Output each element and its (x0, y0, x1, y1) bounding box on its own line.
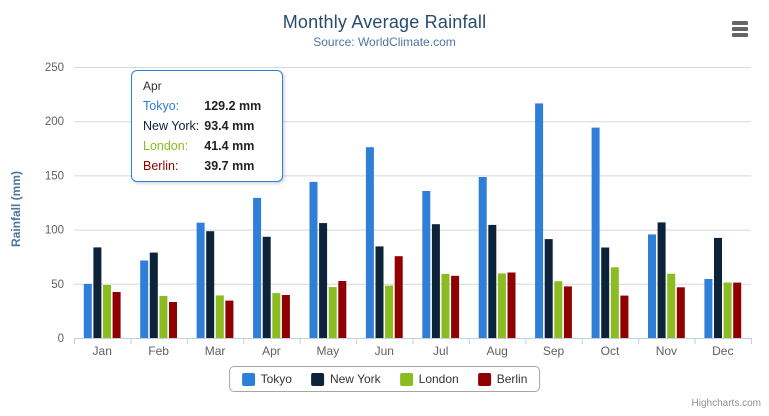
y-axis-label: 250 (45, 62, 64, 74)
bar-new-york-oct[interactable] (601, 247, 610, 339)
tooltip-value-london: 41.4 mm (204, 139, 255, 153)
bar-new-york-feb[interactable] (149, 252, 158, 338)
tooltip: Apr Tokyo: 129.2 mm New York: 93.4 mm Lo… (131, 70, 283, 182)
legend-item-new-york[interactable]: New York (310, 372, 381, 386)
tooltip-header: Apr (143, 79, 162, 93)
bar-london-jun[interactable] (385, 285, 394, 338)
bar-tokyo-jul[interactable] (422, 191, 431, 338)
legend-label-london: London (418, 372, 459, 386)
bar-new-york-apr[interactable] (262, 236, 271, 338)
y-axis-label: 200 (45, 116, 64, 128)
chart-title: Monthly Average Rainfall (282, 12, 487, 32)
bar-berlin-jun[interactable] (394, 256, 403, 338)
bar-london-oct[interactable] (610, 267, 619, 338)
bar-berlin-apr[interactable] (281, 295, 290, 338)
legend-label-berlin: Berlin (496, 372, 528, 386)
hamburger-icon (732, 21, 748, 37)
x-axis-label-dec: Dec (712, 344, 733, 358)
bar-new-york-nov[interactable] (657, 222, 666, 338)
bar-new-york-mar[interactable] (206, 231, 215, 338)
bar-new-york-jul[interactable] (431, 224, 440, 338)
export-menu-button[interactable] (727, 17, 753, 41)
tooltip-value-berlin: 39.7 mm (204, 159, 255, 173)
legend-label-tokyo: Tokyo (260, 372, 292, 386)
bar-london-dec[interactable] (723, 282, 732, 339)
tooltip-label-tokyo: Tokyo: (143, 99, 180, 113)
bar-london-may[interactable] (328, 287, 337, 338)
legend-label-new-york: New York (329, 372, 381, 386)
bar-london-aug[interactable] (497, 273, 506, 338)
legend-swatch-tokyo (241, 372, 255, 386)
bar-berlin-sep[interactable] (563, 286, 572, 338)
x-axis-label-oct: Oct (601, 344, 620, 358)
legend-item-berlin[interactable]: Berlin (477, 372, 528, 386)
bar-london-jul[interactable] (441, 274, 450, 338)
x-axis-label-mar: Mar (205, 344, 226, 358)
tooltip-label-berlin: Berlin: (143, 159, 179, 173)
bar-tokyo-apr[interactable] (253, 197, 262, 338)
bar-tokyo-may[interactable] (309, 181, 318, 338)
bar-london-sep[interactable] (554, 281, 563, 338)
tooltip-label-new-york: New York: (143, 119, 200, 133)
y-axis-label: 150 (45, 170, 64, 182)
bar-berlin-aug[interactable] (507, 272, 516, 339)
bar-berlin-dec[interactable] (733, 282, 742, 338)
bar-tokyo-dec[interactable] (704, 279, 713, 338)
bar-tokyo-feb[interactable] (140, 260, 149, 339)
y-axis-label: 50 (51, 279, 64, 291)
bar-london-feb[interactable] (159, 295, 168, 338)
x-axis-label-feb: Feb (148, 344, 169, 358)
legend-swatch-berlin (477, 372, 491, 386)
y-axis-label: 0 (58, 333, 64, 345)
chart-subtitle: Source: WorldClimate.com (313, 35, 456, 49)
x-axis-label-jan: Jan (93, 344, 112, 358)
bar-tokyo-sep[interactable] (535, 103, 544, 339)
legend-item-tokyo[interactable]: Tokyo (241, 372, 292, 386)
x-axis-label-nov: Nov (656, 344, 677, 358)
bar-new-york-jan[interactable] (93, 247, 102, 338)
bar-tokyo-oct[interactable] (591, 127, 600, 338)
bar-tokyo-nov[interactable] (648, 234, 656, 338)
bar-tokyo-aug[interactable] (478, 177, 487, 338)
x-axis-label-aug: Aug (486, 344, 507, 358)
bar-tokyo-jan[interactable] (83, 283, 92, 338)
bar-berlin-oct[interactable] (620, 295, 629, 338)
bar-berlin-jan[interactable] (112, 292, 121, 338)
bar-london-mar[interactable] (215, 295, 224, 338)
legend: Tokyo New York London Berlin (228, 366, 541, 392)
bar-berlin-mar[interactable] (225, 300, 234, 338)
bar-new-york-may[interactable] (319, 223, 328, 338)
x-axis-label-apr: Apr (262, 344, 281, 358)
bar-berlin-jul[interactable] (451, 275, 460, 338)
legend-item-london[interactable]: London (399, 372, 459, 386)
bar-london-jan[interactable] (103, 285, 111, 338)
bar-new-york-sep[interactable] (544, 239, 553, 338)
legend-swatch-london (399, 372, 413, 386)
bar-berlin-may[interactable] (338, 281, 347, 338)
bar-tokyo-mar[interactable] (196, 222, 205, 338)
x-axis-label-jun: Jun (375, 344, 394, 358)
bar-berlin-nov[interactable] (676, 287, 685, 338)
x-axis-label-sep: Sep (543, 344, 565, 358)
legend-swatch-new-york (310, 372, 324, 386)
credits-link[interactable]: Highcharts.com (691, 398, 761, 409)
bar-berlin-feb[interactable] (169, 302, 177, 338)
bar-new-york-dec[interactable] (714, 237, 722, 338)
tooltip-value-new-york: 93.4 mm (204, 119, 255, 133)
bar-new-york-jun[interactable] (375, 246, 384, 338)
bar-london-nov[interactable] (667, 273, 676, 338)
tooltip-body: Tokyo: 129.2 mm New York: 93.4 mm London… (143, 99, 271, 173)
x-axis-label-jul: Jul (433, 344, 448, 358)
bar-london-apr[interactable] (272, 293, 281, 338)
y-axis-title: Rainfall (mm) (9, 171, 23, 248)
tooltip-value-tokyo: 129.2 mm (204, 99, 262, 113)
tooltip-label-london: London: (143, 139, 189, 153)
bar-new-york-aug[interactable] (488, 224, 497, 338)
bar-tokyo-jun[interactable] (365, 147, 374, 338)
x-axis-label-may: May (317, 344, 340, 358)
y-axis-label: 100 (45, 225, 64, 237)
